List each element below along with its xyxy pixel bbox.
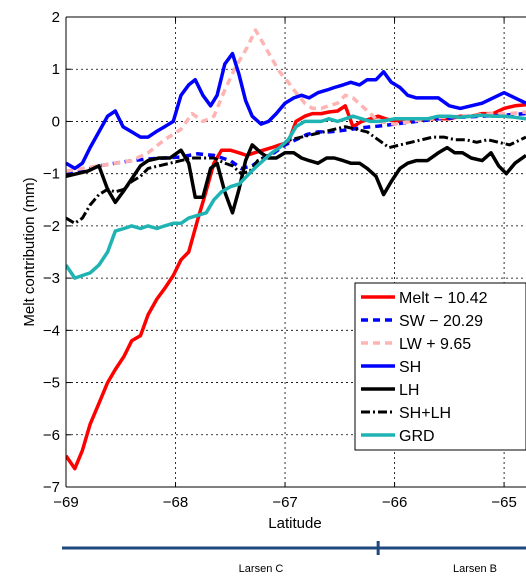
y-tick-label: 0	[52, 113, 60, 130]
region-label-larsen-b: Larsen B	[453, 563, 497, 575]
x-tick-label: −66	[382, 494, 407, 511]
legend-label: SH+LH	[399, 405, 451, 422]
axes	[65, 16, 526, 488]
region-label-larsen-c: Larsen C	[239, 563, 284, 575]
y-tick-label: −1	[43, 166, 60, 183]
x-tick-label: −68	[163, 494, 188, 511]
legend-label: LW + 9.65	[399, 336, 471, 353]
x-axis-label: Latitude	[268, 515, 321, 532]
y-tick-label: −6	[43, 427, 60, 444]
series-line-4	[66, 51, 526, 171]
y-tick-label: −2	[43, 218, 60, 235]
region-bar: Larsen C Larsen B	[62, 541, 526, 575]
y-tick-label: 1	[52, 61, 60, 78]
series-line-7	[66, 113, 526, 280]
legend: Melt − 10.42 SW − 20.29 LW + 9.65 SH LH SH+LH…	[354, 282, 526, 451]
series-line-3	[66, 28, 526, 173]
legend-label: Melt − 10.42	[399, 290, 488, 307]
series-line-6	[66, 125, 526, 225]
series-line-5	[66, 143, 526, 215]
x-tick-label: −67	[272, 494, 297, 511]
legend-label: GRD	[399, 428, 435, 445]
y-axis-label: Melt contribution (mm)	[21, 177, 38, 326]
x-tick-label: −65	[491, 494, 516, 511]
legend-label: SH	[399, 359, 421, 376]
y-tick-label: −7	[43, 479, 60, 496]
y-tick-label: −4	[43, 322, 60, 339]
y-tick-label: 2	[52, 9, 60, 26]
y-tick-label: −5	[43, 375, 60, 392]
legend-label: SW − 20.29	[399, 313, 483, 330]
series-layer	[66, 28, 526, 471]
x-tick-label: −69	[53, 494, 78, 511]
ticks: −69 −68 −67 −66 −65 −7 −6 −5 −4 −3 −2 −1 0 1 2	[43, 9, 517, 511]
legend-label: LH	[399, 382, 419, 399]
y-tick-label: −3	[43, 270, 60, 287]
